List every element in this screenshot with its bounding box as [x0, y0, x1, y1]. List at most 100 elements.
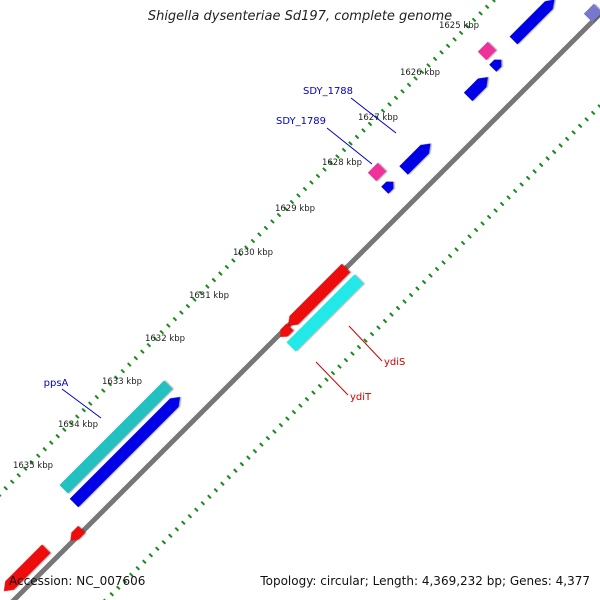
- outer-tick: [471, 17, 477, 23]
- inner-tick: [272, 429, 277, 434]
- outer-tick: [101, 388, 106, 393]
- inner-tick: [148, 553, 154, 558]
- inner-tick: [499, 201, 505, 207]
- accession-info: Accession: NC_007606: [9, 574, 145, 588]
- inner-tick: [356, 344, 362, 350]
- inner-tick: [551, 149, 557, 155]
- inner-tick: [493, 208, 498, 213]
- inner-tick: [486, 214, 492, 220]
- outer-tick: [380, 108, 386, 114]
- outer-tick: [465, 24, 470, 29]
- outer-tick: [491, 0, 496, 3]
- inner-tick: [473, 227, 479, 233]
- outer-tick: [322, 167, 327, 172]
- misc-feature-2-shape: [367, 162, 387, 182]
- outer-tick: [354, 134, 360, 140]
- outer-tick: [244, 245, 249, 250]
- outer-tick: [48, 440, 54, 445]
- outer-tick: [348, 141, 353, 146]
- inner-tick: [571, 130, 576, 135]
- inner-tick: [363, 338, 368, 343]
- outer-tick: [9, 479, 15, 484]
- gene-label-leader: [326, 127, 373, 165]
- feature-edge-shape: [583, 3, 600, 23]
- outer-tick: [452, 37, 457, 42]
- outer-tick: [29, 459, 34, 465]
- outer-tick: [159, 329, 165, 335]
- outer-tick: [328, 160, 334, 166]
- inner-tick: [525, 175, 531, 181]
- gene-label-leader: [61, 388, 102, 419]
- accession-value: NC_007606: [76, 574, 146, 588]
- cds-1627: [399, 143, 431, 175]
- inner-tick: [233, 468, 238, 473]
- inner-tick: [389, 312, 394, 317]
- inner-tick: [220, 481, 225, 486]
- inner-tick: [480, 221, 485, 226]
- inner-tick: [434, 266, 440, 272]
- outer-tick: [237, 251, 243, 257]
- inner-tick: [545, 156, 550, 161]
- outer-tick: [218, 271, 223, 276]
- length-label: Length:: [372, 574, 419, 588]
- inner-tick: [317, 383, 323, 389]
- outer-tick: [315, 173, 321, 179]
- outer-tick: [413, 76, 418, 81]
- inner-tick: [428, 273, 433, 278]
- inner-tick: [129, 572, 134, 578]
- outer-tick: [458, 30, 464, 36]
- outer-tick: [153, 336, 158, 341]
- outer-tick: [68, 420, 74, 426]
- outer-tick: [94, 394, 100, 400]
- outer-tick: [400, 89, 405, 94]
- gene-label: SDY_1788: [303, 86, 353, 97]
- outer-tick: [231, 258, 236, 263]
- inner-tick: [506, 195, 511, 200]
- outer-tick: [432, 56, 438, 62]
- topology-value: circular: [320, 574, 365, 588]
- outer-tick: [55, 433, 61, 439]
- feature-edge: [583, 3, 600, 23]
- inner-tick: [252, 448, 258, 454]
- cds-small-reverse-shape: [280, 323, 294, 337]
- outer-tick: [16, 472, 21, 478]
- inner-tick: [239, 461, 245, 467]
- tick-label: 1628 kbp: [322, 158, 362, 168]
- outer-tick: [289, 199, 295, 205]
- tick-label: 1630 kbp: [233, 248, 273, 258]
- outer-tick: [205, 284, 210, 289]
- misc-feature-2: [367, 162, 387, 182]
- gene-labels: SDY_1788 SDY_1789 ppsA ydiS ydiT: [44, 86, 405, 419]
- cds-ydiS-shape: [288, 263, 351, 326]
- gene-label-leader: [350, 97, 397, 134]
- outer-tick: [283, 206, 288, 211]
- cds-small-1: [489, 59, 502, 72]
- outer-tick: [361, 128, 366, 133]
- inner-tick: [447, 253, 453, 259]
- inner-tick: [415, 286, 420, 291]
- inner-tick: [564, 136, 570, 142]
- outer-tick: [341, 147, 347, 153]
- inner-tick: [441, 260, 446, 265]
- outer-tick: [406, 82, 412, 88]
- inner-tick: [200, 500, 206, 506]
- inner-tick: [109, 592, 115, 597]
- inner-tick: [213, 487, 219, 493]
- inner-tick: [181, 520, 186, 525]
- gene-label: ydiT: [350, 392, 372, 403]
- inner-tick: [532, 169, 537, 174]
- outer-tick: [133, 355, 139, 361]
- inner-tick: [168, 533, 173, 539]
- outer-tick: [211, 277, 217, 283]
- outer-tick: [439, 50, 444, 55]
- outer-tick: [270, 219, 275, 224]
- cds-small-2: [381, 181, 394, 194]
- outer-tick: [426, 63, 431, 68]
- inner-tick: [343, 357, 349, 363]
- inner-tick: [584, 117, 589, 122]
- inner-tick: [538, 162, 544, 168]
- inner-tick: [350, 351, 355, 356]
